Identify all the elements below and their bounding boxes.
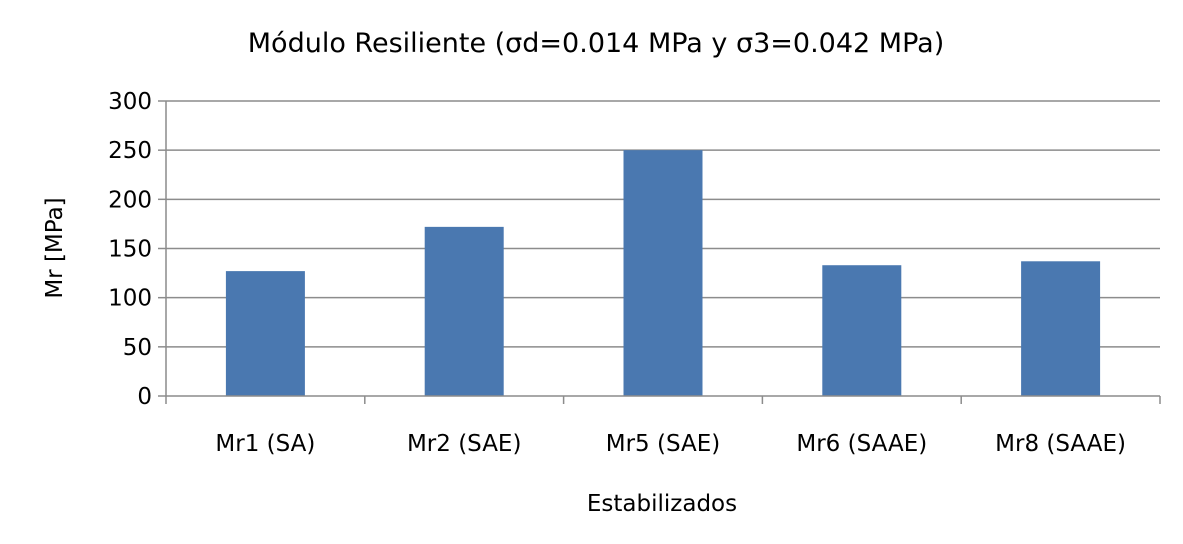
bar (1021, 261, 1101, 396)
y-axis-label: Mr [MPa] (42, 197, 68, 298)
x-tick-labels: Mr1 (SA) Mr2 (SAE) Mr5 (SAE) Mr6 (SAAE) Mr8 … (215, 431, 1126, 457)
x-tick-label: Mr6 (SAAE) (796, 431, 927, 457)
y-tick-label: 50 (123, 335, 152, 361)
y-tick-labels: 0 50 100 150 200 250 300 (108, 89, 152, 410)
y-tick-label: 0 (137, 384, 152, 410)
bar (822, 265, 902, 396)
bars (225, 150, 1101, 396)
y-tick-label: 250 (108, 138, 152, 164)
axes (158, 100, 1161, 404)
x-tick-label: Mr8 (SAAE) (995, 431, 1126, 457)
y-tick-label: 150 (108, 237, 152, 263)
y-tick-label: 100 (108, 286, 152, 312)
x-tick-label: Mr5 (SAE) (606, 431, 720, 457)
chart-title: Módulo Resiliente (σd=0.014 MPa y σ3=0.0… (248, 28, 944, 59)
x-tick-label: Mr2 (SAE) (407, 431, 521, 457)
bar (424, 226, 504, 396)
x-axis-label: Estabilizados (587, 491, 737, 517)
y-tick-label: 200 (108, 187, 152, 213)
y-tick-label: 300 (108, 89, 152, 115)
bar (225, 271, 305, 396)
x-tick-label: Mr1 (SA) (215, 431, 315, 457)
bar (623, 150, 703, 396)
